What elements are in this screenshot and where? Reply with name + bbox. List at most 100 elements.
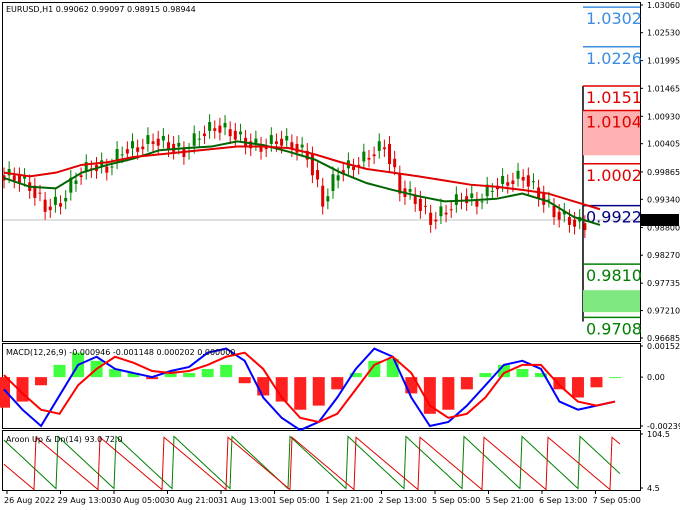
aroon-label: Aroon Up & Dn(14) 93.0 72.0 (6, 435, 123, 444)
candle-body (470, 193, 474, 198)
price-tick-label: 1.01995 (647, 57, 680, 66)
candle-body (269, 135, 273, 144)
candle-body (418, 198, 422, 211)
candle-body (274, 141, 278, 144)
candle-body (341, 170, 345, 174)
candle-body (449, 209, 453, 211)
level-label: 1.0151 (586, 88, 642, 107)
macd-histogram-bar (201, 368, 214, 378)
candle-body (280, 138, 284, 146)
macd-layer (0, 347, 621, 432)
price-tick-label: 0.98270 (647, 251, 680, 260)
candle-body (573, 219, 577, 227)
level-label: 0.9922 (586, 208, 642, 227)
candle-body (125, 149, 129, 154)
candle-body (367, 157, 371, 160)
candle-body (156, 138, 160, 146)
candle-body (38, 192, 42, 194)
macd-histogram-bar (53, 364, 66, 378)
macd-histogram-bar (609, 377, 621, 379)
candle-body (259, 144, 263, 152)
candle-body (516, 170, 520, 179)
macd-histogram-bar (294, 377, 307, 410)
level-label: 1.0002 (586, 166, 642, 185)
candle-body (166, 142, 170, 150)
candle-body (290, 142, 294, 150)
aroon-layer (3, 435, 621, 491)
macd-histogram-bar (183, 373, 196, 378)
candle-body (48, 206, 52, 211)
time-tick-label: 2 Sep 13:00 (379, 496, 427, 505)
macd-label: MACD(12,26,9) -0.000946 -0.001148 0.0002… (6, 348, 235, 357)
candle-body (249, 141, 253, 149)
price-tick-label: 0.97210 (647, 307, 680, 316)
candle-body (511, 180, 515, 184)
candle-body (305, 150, 309, 160)
candle-body (110, 166, 114, 168)
time-tick-label: 5 Sep 21:00 (486, 496, 534, 505)
macd-histogram-bar (127, 373, 140, 378)
resistance-zone (583, 110, 640, 156)
price-tick-label: 0.98800 (647, 224, 680, 233)
candle-body (316, 170, 320, 180)
main-panel-frame (2, 2, 641, 342)
candle-body (408, 189, 412, 192)
candle-body (228, 129, 232, 137)
time-tick-label: 6 Sep 13:00 (539, 496, 587, 505)
macd-tick-label: -0.002399 (647, 422, 680, 431)
candle-body (475, 199, 479, 207)
candle-body (53, 196, 57, 205)
macd-histogram-bar (238, 377, 251, 384)
macd-histogram-bar (423, 377, 436, 414)
time-tick-label: 1 Sep 21:00 (325, 496, 373, 505)
candle-body (393, 158, 397, 168)
candle-body (23, 175, 27, 179)
price-tick-label: 1.03060 (647, 1, 680, 10)
price-tick-label: 1.01465 (647, 84, 680, 93)
candle-body (84, 162, 88, 172)
candle-body (547, 199, 551, 201)
price-tick-label: 1.00405 (647, 140, 680, 149)
macd-histogram-bar (571, 377, 584, 398)
time-tick-label: 31 Aug 13:00 (218, 496, 272, 505)
macd-histogram-bar (257, 377, 270, 396)
candle-body (213, 128, 217, 131)
candle-body (362, 151, 366, 162)
candle-body (7, 169, 11, 176)
time-tick-label: 26 Aug 2022 (4, 496, 55, 505)
candle-body (326, 196, 330, 202)
candle-body (398, 173, 402, 194)
price-tick-label: 0.99340 (647, 195, 680, 204)
main-price-layer: 1.0302 1.0226 1.0151 1.0104 1.0002 0.9922 0.98… (2, 6, 642, 338)
candle-body (254, 138, 258, 144)
candle-body (372, 154, 376, 157)
candle-body (131, 141, 135, 149)
candle-body (74, 180, 78, 184)
aroon-tick-label: 104.5 (647, 430, 670, 439)
macd-histogram-bar (590, 377, 603, 388)
time-tick-label: 5 Sep 05:00 (432, 496, 480, 505)
candle-body (141, 146, 145, 150)
candle-body (424, 205, 428, 207)
time-tick-label: 29 Aug 13:00 (58, 496, 112, 505)
macd-histogram-bar (275, 377, 288, 402)
candle-body (161, 135, 165, 141)
macd-histogram-bar (368, 360, 381, 378)
macd-signal-line (3, 351, 616, 423)
time-tick-label: 30 Aug 05:00 (111, 496, 165, 505)
candle-body (506, 182, 510, 186)
candle-body (182, 149, 186, 158)
candle-body (223, 122, 227, 128)
candle-body (310, 154, 314, 176)
aroon-up-line (3, 435, 621, 490)
fast_ma-line (3, 140, 601, 226)
macd-histogram-bar (312, 377, 325, 406)
macd-histogram-bar (0, 377, 10, 408)
candle-body (583, 223, 587, 231)
candle-body (444, 212, 448, 215)
candle-body (218, 125, 222, 133)
candle-body (557, 211, 561, 220)
price-tick-label: 0.96685 (647, 334, 680, 343)
candle-body (136, 147, 140, 152)
